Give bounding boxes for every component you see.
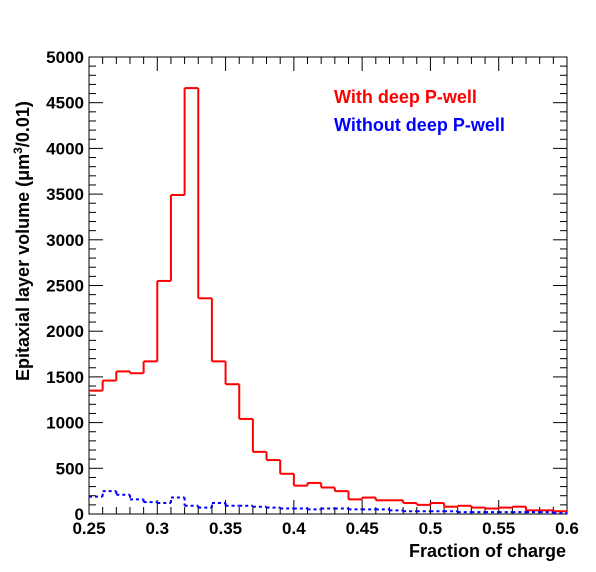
y-tick-label: 3500: [46, 185, 84, 204]
legend-entry-with-deep-pwell: With deep P-well: [334, 87, 477, 107]
y-axis-title-unit: μm: [13, 154, 33, 181]
x-tick-labels: 0.25 0.3 0.35 0.4 0.45 0.5 0.55 0.6: [72, 519, 578, 538]
x-axis-title: Fraction of charge: [409, 541, 566, 561]
y-tick-labels: 0 500 1000 1500 2000 2500 3000 3500 4000 4500 5000: [46, 48, 84, 524]
y-axis-title-main: Epitaxial layer volume (: [13, 181, 33, 381]
y-tick-label: 0: [75, 505, 84, 524]
x-tick-label: 0.5: [419, 519, 443, 538]
x-tick-label: 0.45: [346, 519, 379, 538]
axis-ticks: [88, 56, 568, 515]
series-with-deep-pwell: [89, 87, 567, 513]
x-tick-label: 0.4: [282, 519, 306, 538]
x-tick-label: 0.3: [145, 519, 169, 538]
y-tick-label: 3000: [46, 231, 84, 250]
series-without-deep-pwell: [89, 490, 567, 515]
legend-entry-without-deep-pwell: Without deep P-well: [334, 115, 505, 135]
y-tick-label: 2500: [46, 277, 84, 296]
y-tick-label: 1000: [46, 414, 84, 433]
y-axis-title: Epitaxial layer volume (μm3/0.01): [11, 101, 33, 381]
x-tick-label: 0.25: [72, 519, 105, 538]
series-layer: [89, 87, 567, 515]
x-tick-label: 0.6: [555, 519, 579, 538]
y-tick-label: 1500: [46, 368, 84, 387]
y-axis-title-superscript: 3: [11, 147, 25, 154]
y-axis-title-unit-tail: /0.01): [13, 101, 33, 147]
x-tick-label: 0.35: [209, 519, 242, 538]
y-tick-label: 5000: [46, 48, 84, 67]
y-tick-label: 500: [56, 459, 84, 478]
y-tick-label: 2000: [46, 322, 84, 341]
x-tick-label: 0.55: [482, 519, 515, 538]
y-tick-label: 4500: [46, 94, 84, 113]
y-tick-label: 4000: [46, 139, 84, 158]
